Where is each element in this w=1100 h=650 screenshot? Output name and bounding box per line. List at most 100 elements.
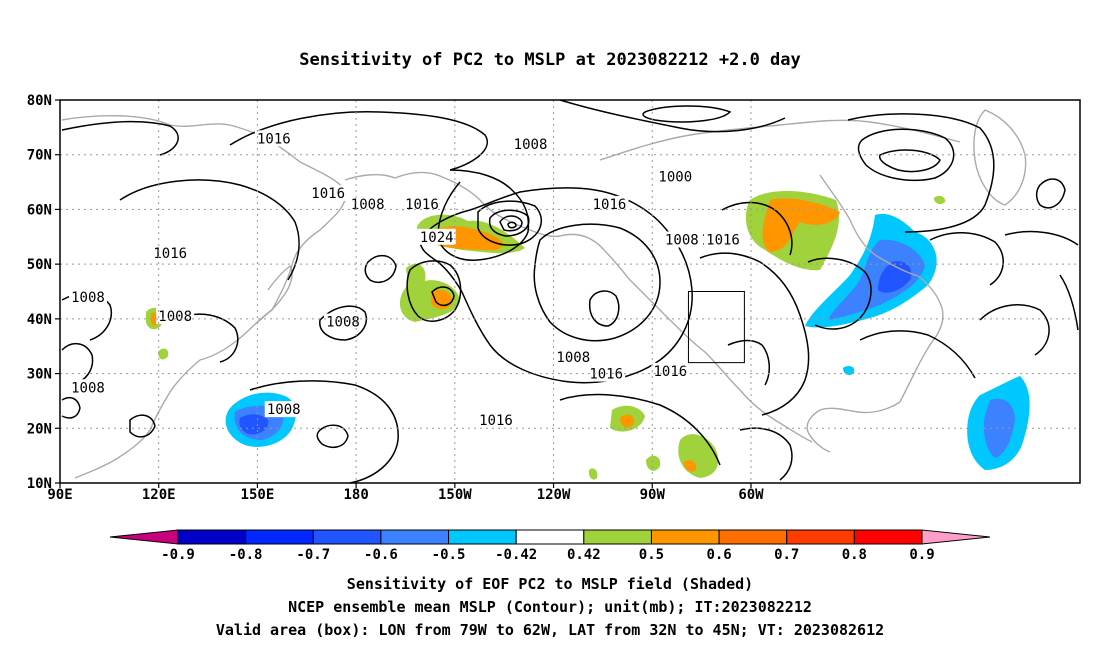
axis-ticks [55, 99, 752, 488]
shade-orange-pacific-east [684, 460, 697, 472]
lon-label: 120W [537, 487, 571, 503]
contour-label: 1008 [158, 309, 192, 325]
contour-label-bg [662, 231, 701, 248]
lat-label: 20N [27, 421, 52, 437]
contour-label: 1016 [257, 131, 291, 147]
shade-green-small-4 [934, 195, 946, 205]
contour-line [229, 111, 488, 171]
contour-label: 1000 [658, 170, 692, 186]
caption-shaded: Sensitivity of EOF PC2 to MSLP field (Sh… [346, 575, 754, 593]
contour-label-bg [348, 195, 387, 212]
colorbar-segment [380, 529, 450, 545]
lat-label: 30N [27, 367, 52, 383]
coast-alaska-south [479, 199, 631, 281]
coast-gulf [806, 401, 901, 453]
shade-orange-canada [762, 198, 840, 252]
contour-line [559, 393, 721, 466]
lon-label: 180 [343, 487, 368, 503]
colorbar-segment [448, 529, 517, 545]
contour-label-bg [156, 308, 195, 325]
contour-line [364, 254, 397, 284]
contour-line [431, 286, 455, 307]
lon-label: 120E [142, 487, 176, 503]
contour-label-bg [651, 362, 690, 379]
contour-line [588, 290, 620, 327]
contour-line [1004, 230, 1079, 246]
chart-title: Sensitivity of PC2 to MSLP at 2023082212… [299, 50, 801, 70]
contour-line [1059, 274, 1079, 331]
lon-label: 60W [738, 487, 764, 503]
coast-alaska-west [344, 171, 481, 201]
lon-label: 150W [438, 487, 472, 503]
contour-line [129, 414, 156, 438]
contour-label: 1016 [593, 197, 627, 213]
contour-label-bg [309, 185, 348, 202]
colorbar-label: -0.42 [495, 547, 537, 563]
contour-line [61, 343, 94, 385]
contour-label: 1008 [326, 315, 360, 331]
colorbar-segment [515, 529, 585, 545]
contour-line [857, 128, 955, 182]
contour-label: 1016 [706, 233, 740, 249]
contour-line [847, 113, 995, 233]
contour-line [249, 380, 399, 483]
lat-label: 10N [27, 476, 52, 492]
contour-line [979, 304, 1050, 356]
contour-labels: 1016 1008 1000 1016 1008 1016 1016 1024 1016 1008… [68, 130, 742, 429]
contour-line [727, 339, 770, 386]
longitude-labels: 90E 120E 150E 180 150W 120W 90W 60W [47, 487, 764, 503]
contour-label: 1008 [514, 137, 548, 153]
contour-label-bg [68, 288, 107, 305]
contour-line [507, 221, 517, 229]
contour-line [559, 100, 786, 133]
coast-na-east [899, 275, 944, 403]
contour-label-bg [151, 245, 190, 262]
shade-cyan-small [843, 365, 855, 376]
colorbar-segment [718, 529, 788, 545]
lat-label: 60N [27, 202, 52, 218]
contour-label: 1024 [420, 230, 454, 246]
caption-valid-area: Valid area (box): LON from 79W to 62W, L… [215, 621, 885, 639]
coast-na-west [629, 279, 813, 443]
colorbar-label: -0.5 [432, 547, 466, 563]
shade-green-small-1 [158, 348, 169, 360]
colorbar-label: 0.42 [567, 547, 601, 563]
shade-green-small-2 [646, 455, 661, 471]
coast-asia [61, 115, 347, 479]
contour-line [929, 232, 1004, 286]
colorbar-label: 0.9 [909, 547, 934, 563]
contour-line [61, 120, 179, 156]
colorbar-label: -0.7 [296, 547, 330, 563]
contour-line [419, 187, 693, 384]
contour-label: 1016 [153, 246, 187, 262]
contour-line [119, 179, 300, 281]
contour-label-bg [656, 168, 695, 185]
sensitivity-shading [146, 190, 1030, 480]
colorbar-label: -0.9 [161, 547, 195, 563]
contour-label: 1008 [71, 290, 105, 306]
coast-greenland [973, 109, 1027, 206]
plot-frame [59, 99, 1081, 484]
colorbar-low-arrow [109, 529, 179, 545]
colorbar-segment [650, 529, 720, 545]
contour-line [642, 105, 732, 123]
colorbar-segment [245, 529, 314, 545]
contour-line [699, 252, 810, 416]
contour-label: 1016 [653, 364, 687, 380]
contour-label: 1016 [589, 367, 623, 383]
colorbar-label: -0.6 [364, 547, 398, 563]
shade-dark-west-pacific [239, 414, 269, 435]
contour-label: 1008 [267, 402, 301, 418]
latitude-labels: 80N 70N 60N 50N 40N 30N 20N 10N [27, 93, 52, 492]
coast-japan [257, 264, 293, 323]
contour-label: 1016 [405, 197, 439, 213]
coastlines [61, 109, 1027, 479]
shade-green-pacific-east [678, 434, 719, 478]
contour-line [319, 305, 367, 341]
contour-label-bg [323, 313, 362, 330]
colorbar-segment [786, 529, 855, 545]
shade-dark-east-us [878, 261, 912, 293]
colorbar-label: 0.8 [842, 547, 867, 563]
contour-line [721, 201, 793, 256]
